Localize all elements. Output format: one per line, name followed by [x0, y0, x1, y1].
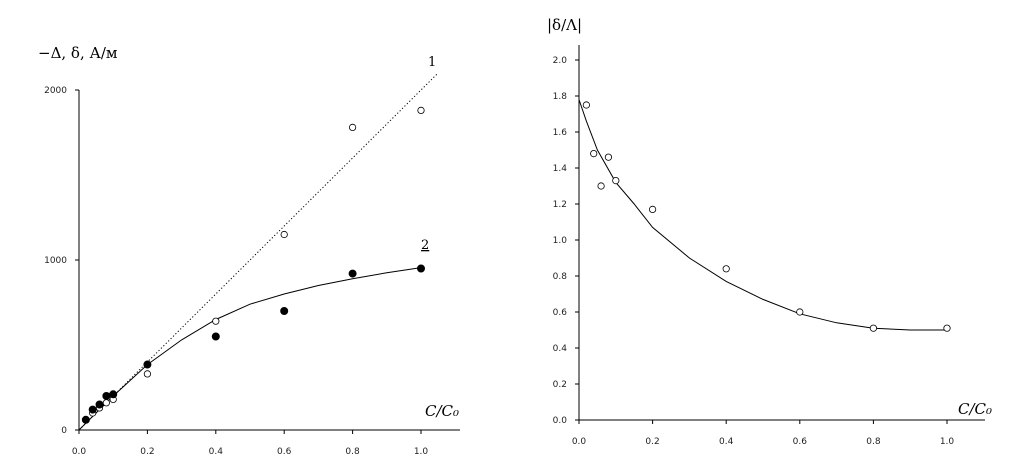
curve-2-data-point	[95, 400, 104, 409]
right-x-tick-label: 0.8	[866, 437, 881, 447]
right-data-point	[869, 324, 878, 332]
right-data-point	[943, 324, 951, 332]
right-data-point	[597, 182, 605, 190]
curve-2-data-point	[81, 415, 90, 424]
curve-1-fit-line	[78, 72, 439, 431]
right-y-tick-label: 0.4	[553, 344, 568, 354]
right-data-point	[604, 153, 613, 161]
left-x-axis-label: C/C₀	[425, 402, 459, 420]
chart-right: 0.0 0.2 0.4 0.6 0.8 1.0 0.0 0.2 0.4 0.6 0.8 1.0 1.2…	[547, 16, 992, 447]
curve-1-data-point	[348, 123, 357, 132]
right-x-tick-label: 0.0	[572, 437, 587, 447]
right-x-tick-label: 0.4	[719, 437, 734, 447]
curve-2-data-point	[143, 360, 152, 369]
right-data-point	[612, 177, 620, 185]
curve-2-fit-line	[78, 267, 422, 431]
curve-1-data-point	[417, 106, 425, 115]
right-data-point	[722, 265, 730, 273]
left-x-tick-label: 0.4	[209, 447, 224, 457]
right-y-tick-label: 0.0	[553, 416, 568, 426]
left-x-tick-label: 0.6	[277, 447, 292, 457]
curve-2-data-point	[211, 332, 220, 341]
right-y-tick-label: 0.8	[553, 272, 568, 282]
curve-1-data-point	[280, 230, 288, 239]
left-x-tick-label: 0.2	[140, 447, 154, 457]
right-fit-curve	[578, 99, 947, 331]
left-y-axis-label: −Δ, δ, А/м	[38, 44, 118, 62]
right-x-axis-label: C/C₀	[958, 400, 992, 418]
right-y-tick-label: 1.2	[553, 200, 567, 210]
right-y-tick-label: 0.2	[553, 380, 567, 390]
curve-1-label: 1	[428, 55, 436, 70]
right-data-point	[582, 101, 590, 109]
right-y-tick-label: 1.0	[553, 236, 568, 246]
right-y-tick-label: 2.0	[553, 56, 568, 66]
left-x-tick-label: 0.8	[345, 447, 360, 457]
right-x-tick-label: 0.2	[645, 437, 659, 447]
left-x-tick-label: 1.0	[414, 447, 429, 457]
curve-2-label: 2	[421, 238, 429, 253]
right-y-tick-label: 1.8	[553, 92, 568, 102]
curve-2-data-point	[88, 405, 97, 414]
curve-2-data-point	[416, 264, 425, 273]
curve-2-data-point	[348, 269, 357, 278]
curve-2-data-point	[280, 306, 289, 315]
curve-2-data-point	[102, 391, 111, 400]
right-y-tick-label: 1.4	[553, 164, 568, 174]
left-y-tick-label: 2000	[44, 86, 67, 96]
curve-1-data-point	[143, 370, 151, 378]
curve-1-data-point	[102, 399, 110, 407]
right-x-tick-label: 1.0	[940, 437, 955, 447]
right-data-point	[648, 205, 657, 213]
right-data-point	[590, 150, 598, 158]
curve-1-data-point	[212, 317, 220, 325]
left-y-tick-label: 0	[61, 426, 67, 436]
right-x-tick-label: 0.6	[793, 437, 808, 447]
right-y-tick-label: 0.6	[553, 308, 568, 318]
right-data-point	[796, 308, 804, 316]
right-y-tick-label: 1.6	[553, 128, 568, 138]
left-x-tick-label: 0.0	[72, 447, 87, 457]
right-y-axis-label: |δ/Λ|	[547, 16, 582, 34]
left-y-tick-label: 1000	[44, 256, 67, 266]
curve-2-data-point	[109, 390, 118, 399]
